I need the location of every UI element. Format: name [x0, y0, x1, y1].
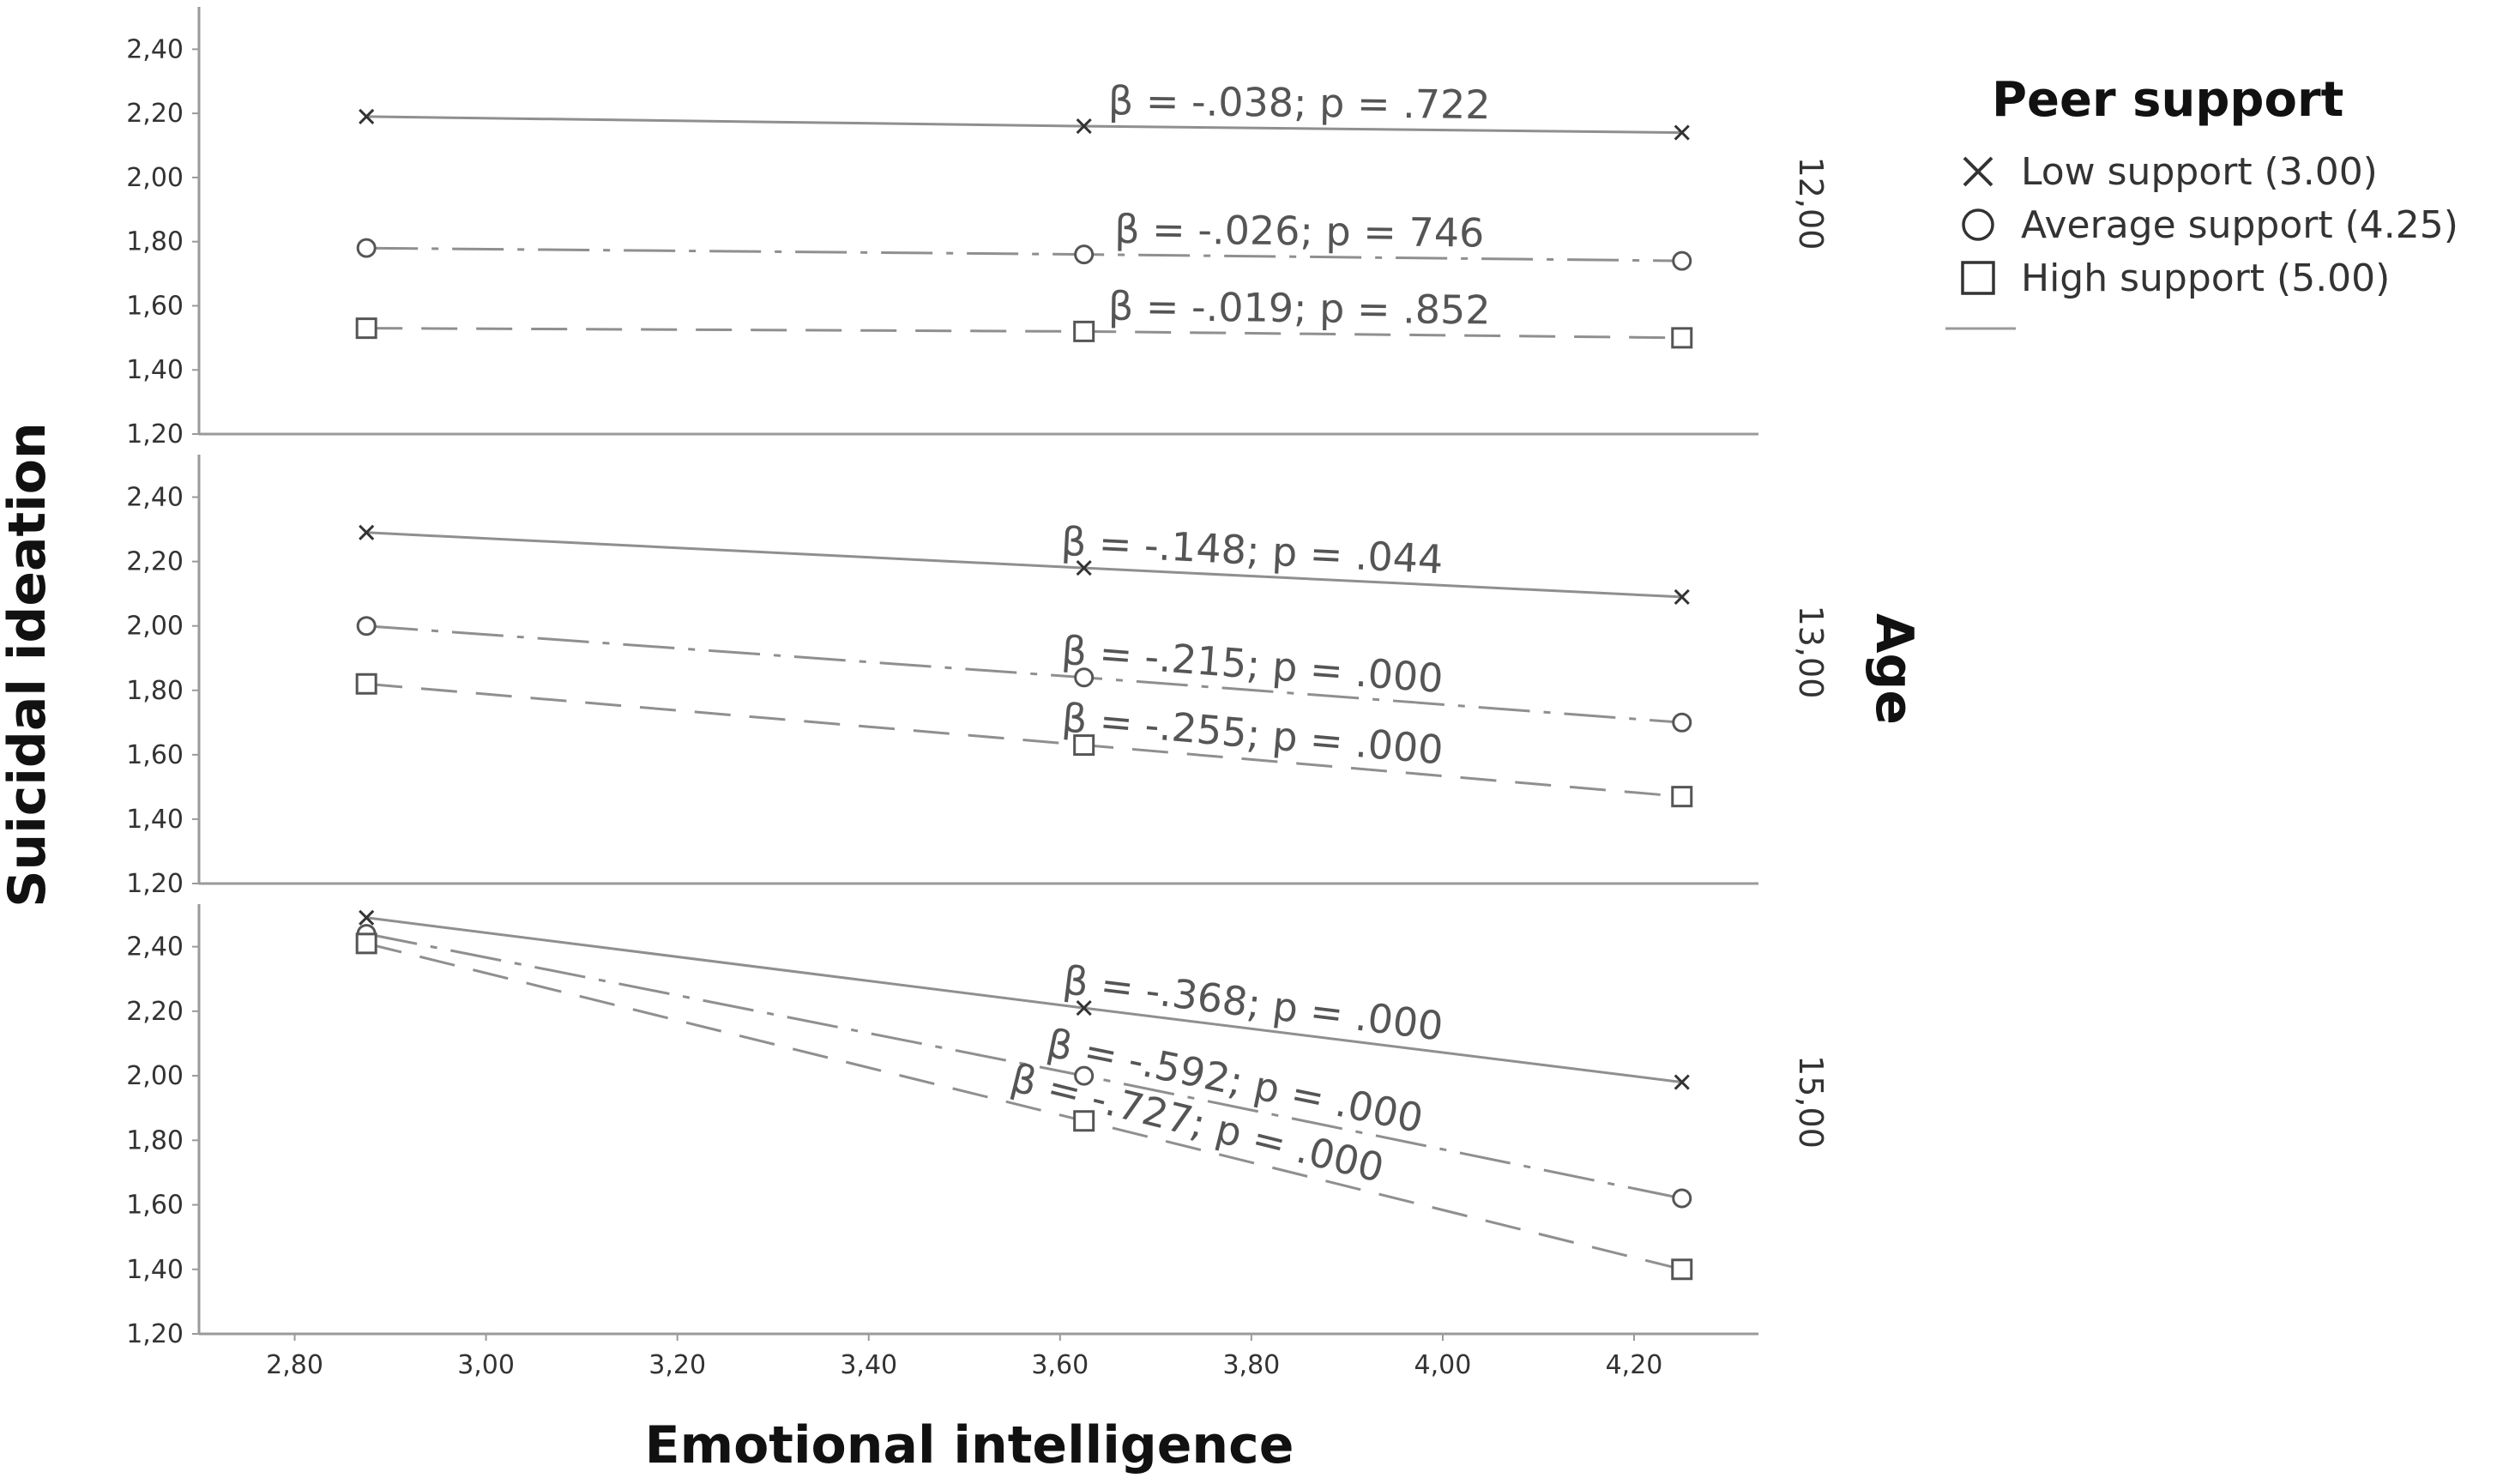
legend-item-1: Low support (3.00): [1963, 150, 2378, 194]
y-tick-label: 2,40: [126, 483, 184, 513]
beta-annotation: β = -.026; p = 746: [1114, 206, 1485, 256]
data-point-square: [1073, 1110, 1095, 1132]
x-tick-label: 3,20: [648, 1350, 706, 1380]
series-line-2: [366, 246, 1682, 262]
data-point-square: [355, 673, 377, 695]
data-point-x: [1076, 1000, 1092, 1016]
y-tick-label: 1,60: [126, 291, 184, 321]
data-point-x: [359, 524, 375, 540]
data-point-square: [355, 317, 377, 340]
legend-items: Low support (3.00) Average support (4.25)…: [1961, 150, 2458, 300]
y-tick-label: 2,20: [126, 997, 184, 1027]
y-tick-label: 1,20: [126, 1319, 184, 1349]
legend-label: Average support (4.25): [2021, 203, 2458, 247]
x-axis-title: Emotional intelligence: [645, 1415, 1294, 1475]
y-tick-label: 2,00: [126, 612, 184, 642]
y-tick-label: 2,20: [126, 547, 184, 577]
panel-12-00: 1,20 1,40 1,60 1,80 2,00 2,20 2,40 12,00 β = -.0…: [126, 7, 1830, 449]
y-tick-label: 1,40: [126, 1255, 184, 1285]
x-marker-stroke-b: [1963, 156, 1993, 187]
beta-annotation: β = -.255; p = .000: [1060, 694, 1445, 773]
data-point-x-stroke-b: [1076, 118, 1092, 135]
data-point-circle: [1074, 1065, 1095, 1086]
x-tick-label: 3,00: [457, 1350, 515, 1380]
data-point-circle: [356, 238, 377, 258]
facet-label: 15,00: [1792, 1055, 1830, 1149]
x-marker-icon: [1963, 156, 1993, 187]
x-tick-label: 2,80: [266, 1350, 323, 1380]
legend-item-2: Average support (4.25): [1962, 203, 2458, 247]
data-point-square: [1073, 734, 1095, 757]
beta-annotation: β = -.148; p = .044: [1060, 518, 1444, 582]
data-point-x-stroke-b: [359, 524, 375, 540]
facet-label: 13,00: [1792, 606, 1830, 699]
facet-label: 12,00: [1792, 157, 1830, 250]
x-tick-label: 3,80: [1222, 1350, 1280, 1380]
x-tick-label: 3,60: [1031, 1350, 1089, 1380]
y-tick-label: 1,80: [126, 227, 184, 257]
series-line-3: [366, 682, 1682, 799]
panel-13-00: 1,20 1,40 1,60 1,80 2,00 2,20 2,40 13,00 β = -.1…: [126, 455, 1830, 899]
data-point-square: [355, 932, 377, 955]
series-line-3: [365, 942, 1683, 1271]
data-point-square: [1671, 1258, 1693, 1281]
data-point-x: [1674, 588, 1690, 605]
chart-panels: 1,20 1,40 1,60 1,80 2,00 2,20 2,40 12,00 β = -.0…: [126, 7, 1830, 1349]
data-point-x: [359, 909, 375, 926]
y-tick-label: 2,00: [126, 1061, 184, 1091]
legend-label: Low support (3.00): [2021, 150, 2378, 194]
data-point-square: [1671, 327, 1693, 349]
data-point-x: [1076, 560, 1092, 576]
beta-annotation: β = -.019; p = .852: [1108, 283, 1491, 334]
data-point-x-stroke-b: [1674, 588, 1690, 605]
y-tick-label: 2,40: [126, 34, 184, 64]
x-tick-label: 3,40: [840, 1350, 897, 1380]
circle-marker-icon: [1962, 208, 1994, 241]
series-line-1: [366, 531, 1682, 599]
data-point-x: [1674, 1074, 1690, 1090]
data-point-circle: [1672, 712, 1692, 733]
y-tick-label: 1,80: [126, 1125, 184, 1155]
data-point-circle: [1672, 250, 1692, 271]
data-point-x-stroke-b: [1076, 1000, 1092, 1016]
y-tick-label: 1,40: [126, 355, 184, 385]
y-tick-label: 1,40: [126, 805, 184, 835]
y-axis-title: Suicidal ideation: [0, 422, 57, 907]
y-tick-label: 1,20: [126, 419, 184, 449]
y-tick-label: 1,20: [126, 869, 184, 899]
x-tick-label: 4,00: [1414, 1350, 1472, 1380]
data-point-x: [359, 108, 375, 124]
x-axis: 2,80 3,00 3,20 3,40 3,60 3,80 4,00 4,20: [266, 1334, 1662, 1380]
legend-item-3: High support (5.00): [1961, 256, 2390, 300]
data-point-x-stroke-b: [359, 108, 375, 124]
legend: Peer support Low support (3.00) Average s…: [1945, 72, 2458, 330]
y-tick-label: 1,80: [126, 676, 184, 706]
y-tick-label: 2,20: [126, 99, 184, 129]
data-point-circle: [1074, 667, 1095, 688]
data-point-square: [1073, 320, 1095, 342]
data-point-x-stroke-b: [1076, 560, 1092, 576]
y-tick-label: 2,00: [126, 163, 184, 193]
beta-annotation: β = -.038; p = .722: [1108, 77, 1491, 128]
y-tick-label: 1,60: [126, 740, 184, 770]
legend-title: Peer support: [1992, 72, 2343, 128]
data-point-x-stroke-b: [1674, 1074, 1690, 1090]
square-marker-icon: [1961, 261, 1995, 295]
data-point-x: [1076, 118, 1092, 135]
data-point-x: [1674, 124, 1690, 141]
data-point-circle: [1672, 1188, 1692, 1209]
facet-title: Age: [1864, 613, 1924, 725]
series-line-2: [366, 624, 1682, 724]
data-point-circle: [1074, 244, 1095, 265]
data-point-x-stroke-b: [1674, 124, 1690, 141]
legend-label: High support (5.00): [2021, 256, 2390, 300]
y-tick-label: 2,40: [126, 932, 184, 962]
data-point-circle: [356, 616, 377, 636]
data-point-x-stroke-b: [359, 909, 375, 926]
data-point-square: [1671, 786, 1693, 808]
y-tick-label: 1,60: [126, 1191, 184, 1221]
x-tick-label: 4,20: [1606, 1350, 1663, 1380]
